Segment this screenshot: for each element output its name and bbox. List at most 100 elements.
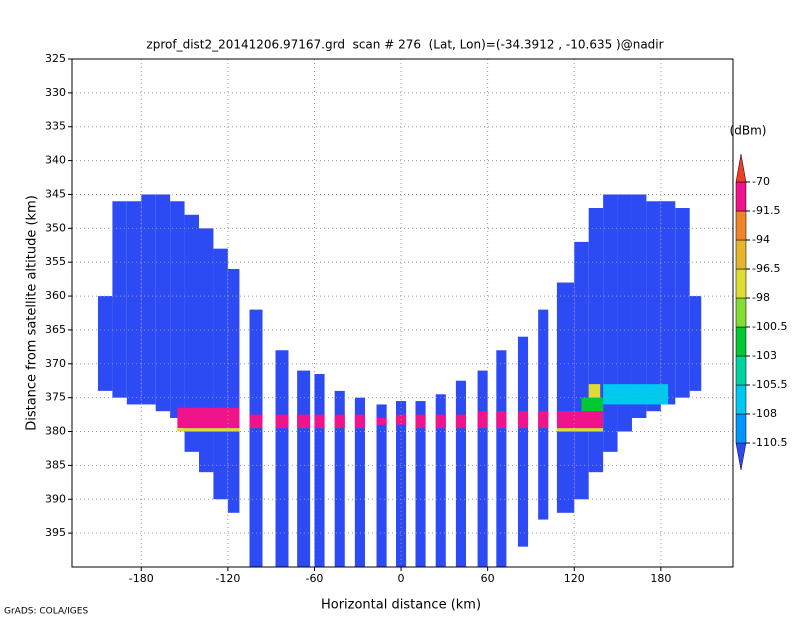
footer: GrADS: COLA/IGES	[4, 607, 88, 617]
y-tick-label: 355	[45, 255, 66, 268]
y-tick-label: 370	[45, 357, 66, 370]
field-cell	[603, 384, 618, 405]
field-cell	[415, 401, 426, 567]
field-cell	[435, 414, 446, 429]
colorbar-label: -98	[752, 291, 770, 304]
field-cell	[126, 201, 142, 405]
field-cell	[588, 384, 601, 398]
field-cell	[660, 201, 676, 405]
y-axis-label: Distance from satellite altitude (km)	[25, 195, 40, 431]
field-cell	[177, 428, 240, 432]
field-cell	[631, 194, 647, 418]
field-cell	[97, 296, 113, 391]
field-cell	[455, 380, 467, 567]
field-cell	[354, 414, 365, 429]
colorbar-label: -105.5	[752, 378, 787, 391]
field-cell	[297, 370, 311, 567]
colorbar-label: -94	[752, 233, 770, 246]
y-tick-label: 360	[45, 289, 66, 302]
field-cell	[275, 414, 289, 429]
field-cell	[603, 194, 618, 452]
field-cell	[556, 411, 604, 429]
colorbar-segment	[735, 355, 747, 386]
field-cell	[199, 228, 214, 473]
field-cell	[314, 414, 325, 429]
field-cell	[517, 336, 529, 547]
colorbar-label: -108	[752, 407, 777, 420]
field-cell	[155, 194, 171, 412]
y-tick-label: 330	[45, 86, 66, 99]
colorbar-label: -91.5	[752, 204, 780, 217]
field-cell	[376, 417, 387, 425]
colorbar-unit: (dBm)	[730, 124, 767, 138]
y-tick-label: 395	[45, 526, 66, 539]
y-tick-label: 325	[45, 52, 66, 65]
field-cell	[617, 384, 669, 405]
x-axis-label: Horizontal distance (km)	[321, 598, 481, 613]
field-cell	[496, 411, 507, 429]
field-cell	[675, 208, 690, 398]
field-cell	[517, 411, 529, 429]
field-cell	[297, 414, 311, 429]
field-cell	[617, 194, 632, 432]
y-tick-label: 390	[45, 492, 66, 505]
plot-frame	[71, 58, 734, 568]
field-cell	[477, 411, 488, 429]
field-cell	[141, 194, 156, 405]
field-cell	[112, 201, 127, 398]
field-cell	[556, 428, 604, 432]
chart-title: zprof_dist2_20141206.97167.grd scan # 27…	[146, 38, 663, 52]
colorbar-end	[735, 153, 747, 183]
colorbar-segment	[735, 297, 747, 328]
field-cell	[275, 350, 289, 567]
colorbar-segment	[735, 413, 747, 444]
plot-area	[97, 194, 702, 567]
field-cell	[455, 414, 467, 429]
colorbar-segment	[735, 326, 747, 357]
field-cell	[184, 214, 200, 452]
y-tick-label: 375	[45, 391, 66, 404]
field-cell	[249, 309, 263, 567]
y-tick-label: 340	[45, 154, 66, 167]
colorbar-segment	[735, 210, 747, 241]
y-tick-label: 380	[45, 425, 66, 438]
colorbar-label: -96.5	[752, 262, 780, 275]
field-cell	[574, 241, 589, 500]
x-tick-label: 180	[650, 572, 671, 585]
y-tick-label: 350	[45, 221, 66, 234]
x-tick-label: 120	[564, 572, 585, 585]
colorbar-label: -103	[752, 349, 777, 362]
colorbar-label: -100.5	[752, 320, 787, 333]
field-cell	[334, 390, 345, 567]
field-cell	[396, 401, 407, 567]
field-cell	[334, 414, 345, 429]
field-cell	[435, 394, 446, 567]
field-cell	[477, 370, 488, 567]
y-tick-label: 335	[45, 120, 66, 133]
colorbar-segment	[735, 384, 747, 415]
field-cell	[354, 397, 365, 567]
field-cell	[588, 208, 604, 473]
field-cell	[177, 407, 240, 429]
field-cell	[646, 201, 661, 412]
colorbar-segment	[735, 268, 747, 299]
colorbar-label: -70	[752, 175, 770, 188]
field-cell	[415, 414, 426, 429]
field-cell	[314, 373, 325, 567]
field-cell	[227, 268, 240, 513]
y-tick-label: 365	[45, 323, 66, 336]
colorbar-segment	[735, 181, 747, 212]
x-tick-label: -60	[305, 572, 323, 585]
colorbar-label: -110.5	[752, 436, 787, 449]
colorbar-segment	[735, 239, 747, 270]
field-cell	[689, 296, 702, 391]
field-cell	[538, 411, 549, 429]
x-tick-label: -120	[215, 572, 240, 585]
y-tick-label: 385	[45, 458, 66, 471]
field-cell	[581, 397, 604, 412]
field-cell	[170, 201, 185, 418]
field-cell	[376, 404, 387, 567]
x-tick-label: -180	[129, 572, 154, 585]
field-cell	[496, 350, 507, 567]
